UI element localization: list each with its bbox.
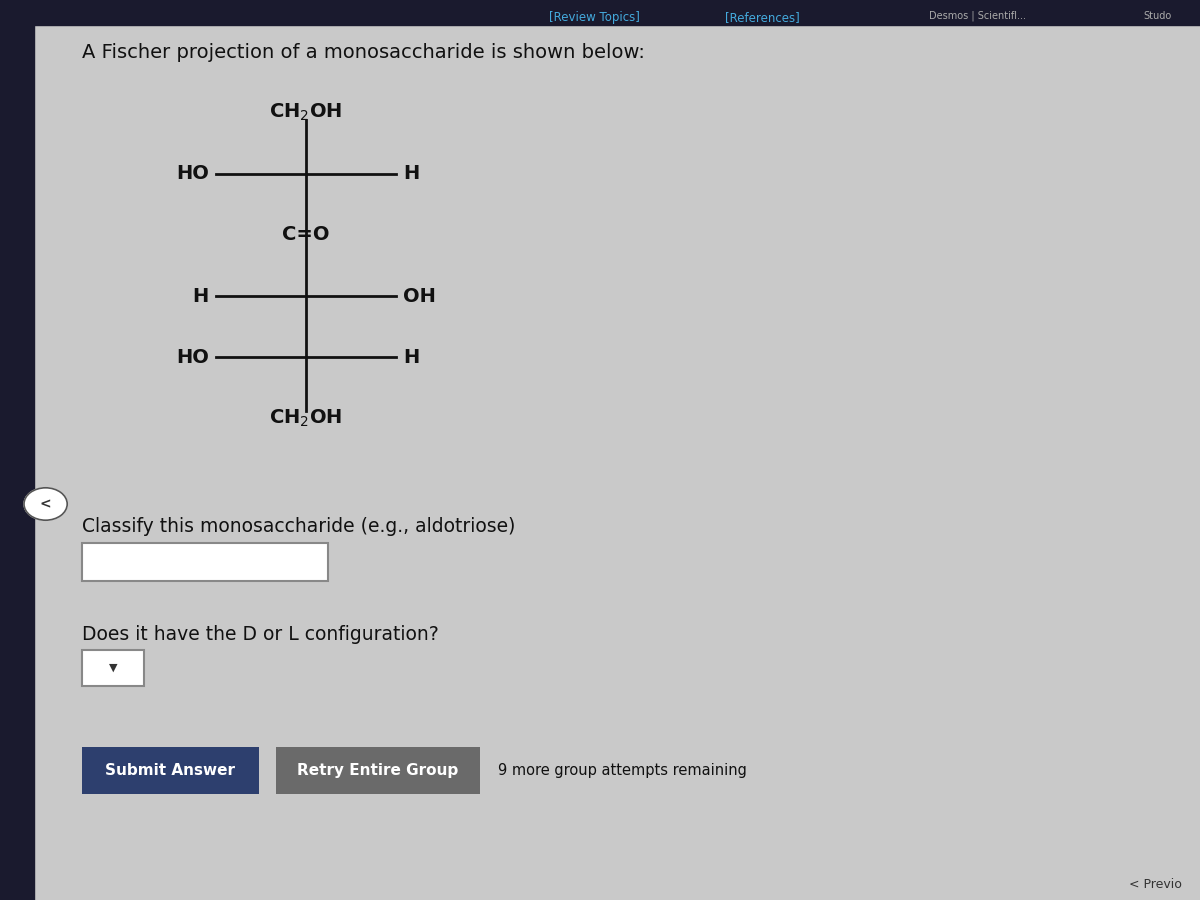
Text: C=O: C=O [282,225,330,245]
Text: H: H [403,164,420,184]
Text: [Review Topics]: [Review Topics] [548,11,640,23]
Text: Desmos | Scientifl...: Desmos | Scientifl... [930,11,1026,22]
Text: 9 more group attempts remaining: 9 more group attempts remaining [498,763,746,778]
Text: <: < [40,497,52,511]
Text: CH$_2$OH: CH$_2$OH [270,408,342,429]
Circle shape [24,488,67,520]
Text: H: H [192,286,209,306]
Text: Submit Answer: Submit Answer [106,763,235,778]
Text: Classify this monosaccharide (e.g., aldotriose): Classify this monosaccharide (e.g., aldo… [82,517,515,536]
FancyBboxPatch shape [276,747,480,794]
Text: OH: OH [403,286,436,306]
Bar [0,0,34,900]
Text: Retry Entire Group: Retry Entire Group [298,763,458,778]
Text: Studo: Studo [1144,11,1172,21]
Text: [References]: [References] [725,11,799,23]
Text: < Previo: < Previo [1129,878,1182,891]
Text: Does it have the D or L configuration?: Does it have the D or L configuration? [82,625,438,644]
Text: CH$_2$OH: CH$_2$OH [270,102,342,123]
Text: HO: HO [176,164,209,184]
Bar [0,0,1200,25]
Text: ▼: ▼ [108,662,118,673]
Text: A Fischer projection of a monosaccharide is shown below:: A Fischer projection of a monosaccharide… [82,43,644,62]
FancyBboxPatch shape [82,747,259,794]
FancyBboxPatch shape [82,543,328,580]
Text: H: H [403,347,420,367]
FancyBboxPatch shape [82,650,144,686]
Text: HO: HO [176,347,209,367]
